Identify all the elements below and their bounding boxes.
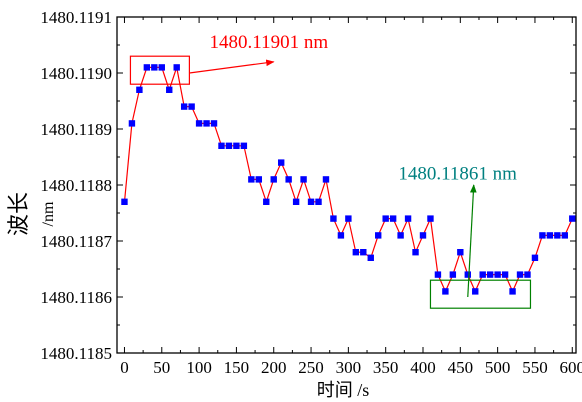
data-point xyxy=(240,142,248,149)
x-tick-label: 250 xyxy=(298,358,324,377)
y-tick-label: 1480.1188 xyxy=(40,176,112,195)
data-point xyxy=(151,64,158,71)
data-point xyxy=(292,198,300,205)
data-point xyxy=(419,232,427,239)
data-point xyxy=(225,142,233,149)
annotation-box xyxy=(129,55,190,85)
x-tick-label: 50 xyxy=(153,358,170,377)
data-point xyxy=(330,215,337,222)
data-point xyxy=(472,288,479,295)
annotation-layer: 1480.11901 nm 1480.11861 nm xyxy=(129,32,532,309)
x-tick-label: 600 xyxy=(560,358,582,377)
data-point xyxy=(494,271,501,278)
x-tick-label: 500 xyxy=(485,358,511,377)
data-point xyxy=(307,198,315,205)
data-point xyxy=(300,176,307,183)
y-tick-label: 1480.1187 xyxy=(40,232,112,251)
data-point xyxy=(367,254,374,261)
data-point xyxy=(158,64,165,71)
data-point xyxy=(322,176,330,183)
data-point xyxy=(442,288,449,295)
series-layer xyxy=(121,64,576,295)
x-axis-title: 时间 /s xyxy=(317,380,370,400)
x-tick-label: 150 xyxy=(224,358,250,377)
data-point xyxy=(180,103,188,110)
y-tick-label: 1480.1189 xyxy=(40,120,112,139)
data-point xyxy=(248,176,255,183)
data-point xyxy=(166,86,173,93)
y-tick-label: 1480.1185 xyxy=(40,344,112,363)
data-point xyxy=(569,215,576,222)
data-point xyxy=(188,103,195,110)
data-point xyxy=(315,198,322,205)
data-point xyxy=(233,142,240,149)
data-point xyxy=(375,232,382,239)
y-axis-title-group: 波长 xyxy=(6,192,31,236)
data-point xyxy=(501,271,509,278)
annotation-box xyxy=(429,279,532,309)
data-point xyxy=(486,271,494,278)
data-point xyxy=(277,159,285,166)
axes-layer: 0 50 100 150 200 250 300 350 400 450 500 550 600 1480… xyxy=(40,8,582,377)
data-point xyxy=(360,249,367,256)
y-tick-label: 1480.1186 xyxy=(40,288,112,307)
data-point xyxy=(121,198,128,205)
x-tick-label: 0 xyxy=(120,358,129,377)
data-point xyxy=(404,215,412,222)
data-point xyxy=(218,142,225,149)
data-point xyxy=(337,232,345,239)
annotation-arrow xyxy=(189,59,275,74)
y-tick-label: 1480.1191 xyxy=(40,8,112,27)
data-point xyxy=(434,271,442,278)
data-point xyxy=(554,232,561,239)
data-point xyxy=(561,232,569,239)
data-point xyxy=(479,271,486,278)
data-point xyxy=(270,176,277,183)
data-point xyxy=(531,254,539,261)
y-axis-title-unit: /nm xyxy=(40,201,57,226)
data-point xyxy=(397,232,404,239)
x-tick-label: 200 xyxy=(261,358,287,377)
data-point xyxy=(516,271,524,278)
x-tick-label: 450 xyxy=(448,358,474,377)
data-point xyxy=(255,176,263,183)
data-point xyxy=(412,249,419,256)
data-point xyxy=(524,271,531,278)
data-point xyxy=(136,86,143,93)
annotation-arrow xyxy=(467,184,477,298)
x-tick-label: 100 xyxy=(186,358,212,377)
annotation-label: 1480.11861 nm xyxy=(398,163,517,184)
x-tick-label: 550 xyxy=(522,358,548,377)
data-point xyxy=(210,120,218,127)
data-point xyxy=(539,232,546,239)
data-point xyxy=(546,232,554,239)
data-point xyxy=(464,271,471,278)
data-point xyxy=(457,249,464,256)
y-axis-unit-group: /nm xyxy=(40,201,57,226)
data-point xyxy=(382,215,389,222)
data-point xyxy=(203,120,210,127)
data-point xyxy=(449,271,457,278)
data-point xyxy=(285,176,292,183)
data-point xyxy=(352,249,360,256)
data-point xyxy=(509,288,516,295)
y-axis-title-main: 波长 xyxy=(6,192,31,236)
data-point xyxy=(345,215,352,222)
y-tick-label: 1480.1190 xyxy=(40,64,112,83)
data-point xyxy=(263,198,270,205)
x-tick-label: 350 xyxy=(373,358,399,377)
data-point xyxy=(389,215,397,222)
x-tick-label: 300 xyxy=(336,358,362,377)
data-point xyxy=(427,215,434,222)
data-point xyxy=(195,120,203,127)
data-point xyxy=(128,120,136,127)
annotation-label: 1480.11901 nm xyxy=(210,32,329,53)
plot-frame xyxy=(116,16,577,354)
x-tick-label: 400 xyxy=(410,358,436,377)
data-point xyxy=(173,64,180,71)
data-point xyxy=(143,64,151,71)
